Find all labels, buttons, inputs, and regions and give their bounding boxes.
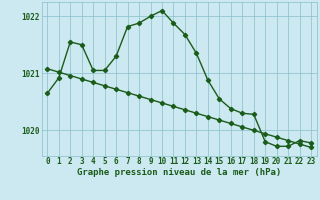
X-axis label: Graphe pression niveau de la mer (hPa): Graphe pression niveau de la mer (hPa) <box>77 168 281 177</box>
